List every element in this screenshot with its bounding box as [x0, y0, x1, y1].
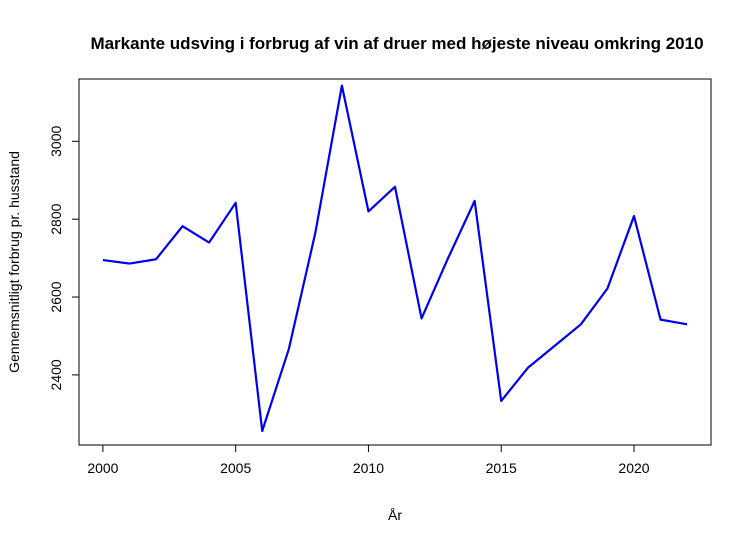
x-tick-label-2: 2010: [353, 460, 384, 476]
x-tick-label-1: 2005: [220, 460, 251, 476]
chart-title: Markante udsving i forbrug af vin af dru…: [90, 34, 703, 53]
y-tick-label-2: 2800: [48, 203, 64, 234]
y-axis-label: Gennemsnitligt forbrug pr. husstand: [6, 151, 22, 373]
x-axis: 2000 2005 2010 2015 2020: [87, 444, 650, 476]
x-tick-label-0: 2000: [87, 460, 118, 476]
y-tick-label-1: 2600: [48, 281, 64, 312]
series-line-0: [102, 84, 688, 433]
y-axis: 2400 2600 2800 3000: [48, 126, 80, 390]
y-tick-label-0: 2400: [48, 359, 64, 390]
x-tick-label-3: 2015: [486, 460, 517, 476]
x-axis-label: År: [388, 507, 402, 523]
y-tick-label-3: 3000: [48, 126, 64, 157]
series-layer: [102, 84, 688, 433]
x-tick-label-4: 2020: [618, 460, 649, 476]
